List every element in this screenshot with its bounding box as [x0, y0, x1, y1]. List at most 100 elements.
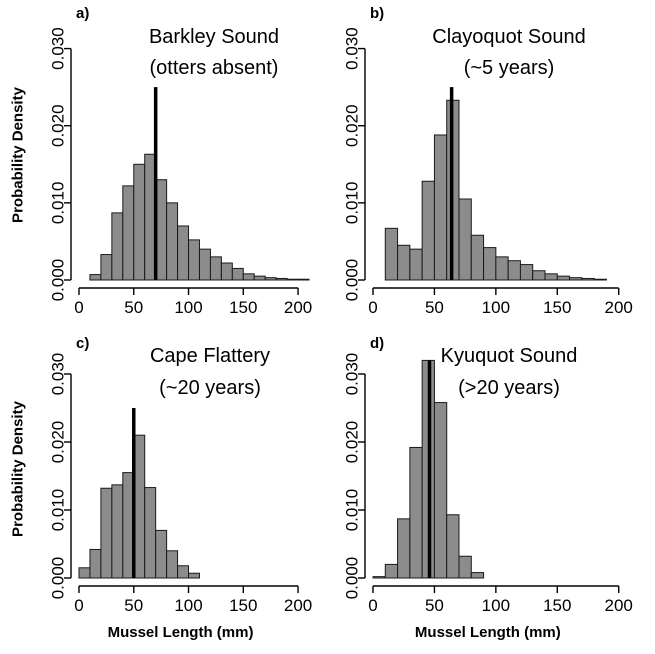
bar	[556, 275, 571, 281]
y-axis-label: Probability Density	[10, 86, 27, 223]
x-tick-label: 150	[229, 596, 257, 615]
bar	[100, 254, 113, 281]
x-tick-label: 50	[124, 298, 143, 317]
histogram-panel-d: 0 50 100 150 200 0.000 0.010 0.020 0.030 d) Kyuquo…	[343, 335, 633, 641]
bar	[446, 514, 460, 579]
y-tick-label: 0.020	[49, 104, 68, 147]
bar	[177, 565, 190, 579]
panel-letter: d)	[370, 335, 384, 352]
x-tick-label: 100	[482, 298, 510, 317]
x-axis-label: Mussel Length (mm)	[415, 624, 561, 641]
bar	[384, 227, 399, 281]
bar	[409, 248, 423, 281]
bar	[133, 163, 146, 281]
bar	[231, 267, 244, 281]
bar	[166, 202, 179, 281]
bar	[409, 446, 423, 579]
panel-letter: b)	[370, 5, 384, 22]
panel-letter: c)	[76, 335, 89, 352]
x-tick-label: 50	[124, 596, 143, 615]
bar	[372, 576, 386, 579]
bar	[458, 198, 472, 281]
panel-title-line: Cape Flattery	[150, 345, 270, 367]
x-tick-label: 0	[368, 298, 377, 317]
bar	[111, 212, 124, 281]
bar	[275, 277, 288, 281]
panel-title-line: (otters absent)	[150, 57, 279, 79]
bar	[519, 264, 534, 281]
x-tick-label: 200	[605, 596, 633, 615]
y-tick-label: 0.030	[343, 353, 362, 396]
x-tick-label: 150	[543, 298, 571, 317]
y-tick-label: 0.010	[49, 489, 68, 532]
bar	[397, 518, 411, 579]
bar	[122, 185, 135, 281]
x-tick-label: 0	[368, 596, 377, 615]
bar	[495, 256, 509, 281]
bar	[188, 572, 200, 579]
bar	[209, 256, 222, 281]
bar	[421, 180, 435, 281]
y-axis-label: Probability Density	[10, 400, 27, 537]
panel-title-line: Clayoquot Sound	[432, 26, 585, 48]
bar	[100, 487, 113, 579]
panel-letter: a)	[76, 5, 89, 22]
x-tick-label: 150	[229, 298, 257, 317]
bar	[384, 563, 399, 579]
bar	[532, 270, 546, 281]
bar	[242, 273, 255, 281]
histogram-panel-a: 0 50 100 150 200 0.000 0.010 0.020 0.030 a) Barkle…	[10, 5, 313, 317]
bar	[470, 234, 485, 281]
bar	[89, 548, 102, 579]
bar	[177, 225, 190, 281]
bar	[507, 260, 521, 281]
x-axis-label: Mussel Length (mm)	[108, 624, 254, 641]
bar	[433, 402, 448, 579]
bar	[253, 275, 266, 281]
y-tick-label: 0.010	[343, 182, 362, 225]
y-tick-label: 0.030	[49, 27, 68, 70]
bar	[188, 239, 200, 281]
panel-title-line: Barkley Sound	[149, 26, 279, 48]
bar	[483, 247, 497, 281]
x-tick-label: 50	[425, 298, 444, 317]
bar	[166, 550, 179, 579]
y-tick-label: 0.000	[49, 557, 68, 600]
bar	[78, 567, 91, 579]
panel-title-line: (~20 years)	[159, 377, 261, 399]
y-tick-label: 0.010	[343, 489, 362, 532]
x-tick-label: 200	[284, 596, 312, 615]
bar	[198, 248, 211, 281]
bar	[470, 572, 485, 579]
y-tick-label: 0.030	[49, 353, 68, 396]
bar	[89, 274, 102, 281]
bar	[286, 278, 299, 281]
bar	[544, 273, 558, 281]
y-tick-label: 0.020	[343, 104, 362, 147]
bar	[593, 278, 607, 281]
y-tick-label: 0.020	[49, 421, 68, 464]
bar	[144, 487, 157, 579]
bar	[569, 277, 583, 281]
y-tick-label: 0.000	[49, 259, 68, 302]
bar	[581, 277, 595, 281]
panel-title-line: (~5 years)	[464, 57, 555, 79]
bar	[433, 134, 448, 281]
x-tick-label: 50	[425, 596, 444, 615]
y-tick-label: 0.030	[343, 27, 362, 70]
y-tick-label: 0.000	[343, 557, 362, 600]
bar	[111, 484, 124, 579]
histogram-panel-c: 0 50 100 150 200 0.000 0.010 0.020 0.030 c) Cape F…	[10, 335, 313, 641]
y-tick-label: 0.000	[343, 259, 362, 302]
x-tick-label: 200	[605, 298, 633, 317]
bar	[297, 278, 310, 281]
histogram-panel-b: 0 50 100 150 200 0.000 0.010 0.020 0.030 b) Clayoq…	[343, 5, 633, 317]
panel-title-line: (>20 years)	[458, 377, 560, 399]
bar	[155, 529, 168, 579]
y-tick-label: 0.020	[343, 421, 362, 464]
x-tick-label: 150	[543, 596, 571, 615]
x-tick-label: 100	[174, 596, 202, 615]
bar	[458, 555, 472, 579]
x-tick-label: 100	[482, 596, 510, 615]
